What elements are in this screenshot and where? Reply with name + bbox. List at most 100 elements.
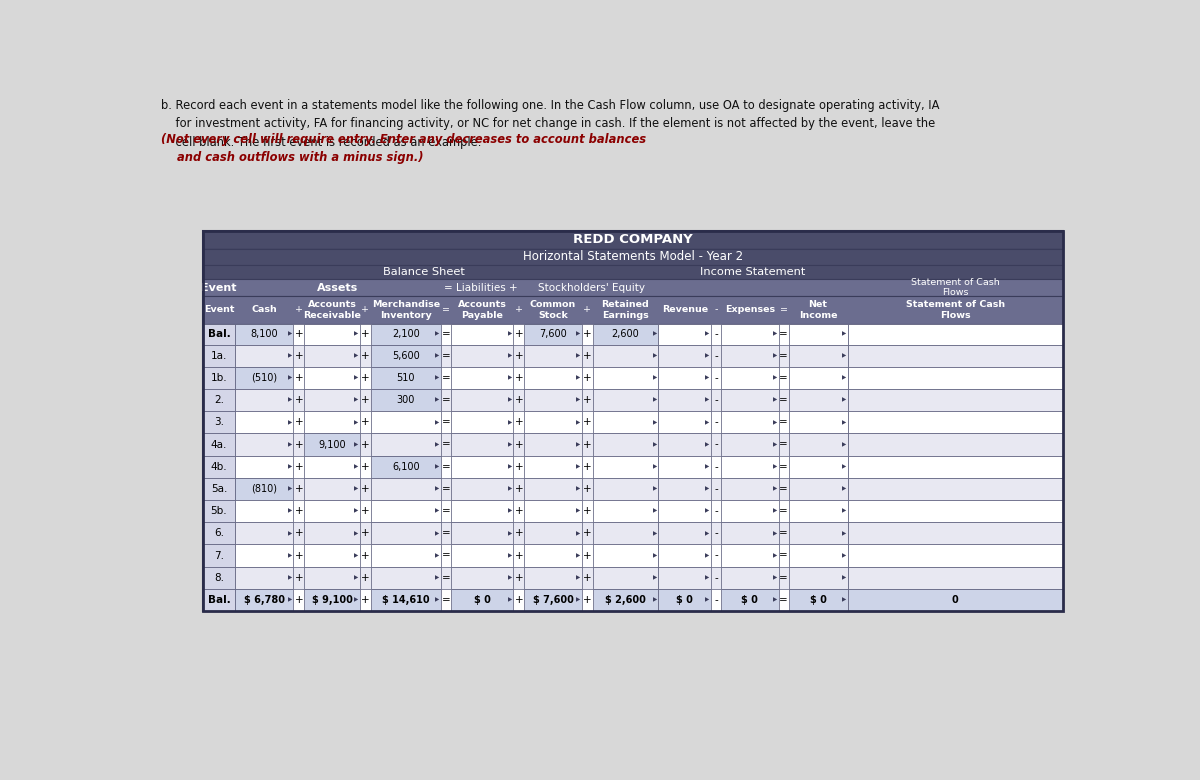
Text: =: = (442, 506, 450, 516)
Text: ▶: ▶ (576, 509, 580, 514)
Text: ▶: ▶ (288, 487, 292, 491)
Bar (788, 544, 847, 566)
Text: ▶: ▶ (706, 398, 709, 402)
Bar (582, 434, 593, 456)
Bar (779, 434, 788, 456)
Text: -: - (714, 329, 718, 339)
Bar (203, 544, 235, 566)
Bar (514, 523, 524, 544)
Bar (440, 544, 451, 566)
Bar (712, 411, 721, 434)
Text: ▶: ▶ (841, 531, 846, 536)
Text: ▶: ▶ (288, 509, 292, 514)
Bar (524, 523, 582, 544)
Text: ▶: ▶ (354, 531, 359, 536)
Text: ▶: ▶ (576, 353, 580, 358)
Bar (451, 434, 514, 456)
Text: +: + (515, 417, 523, 427)
Text: +: + (361, 351, 370, 360)
Text: ▶: ▶ (841, 442, 846, 447)
Text: +: + (515, 528, 523, 538)
Bar (514, 544, 524, 566)
Text: ▶: ▶ (773, 464, 776, 470)
Bar (203, 231, 1063, 611)
Bar (203, 456, 235, 478)
Bar (293, 434, 305, 456)
Bar (235, 324, 293, 345)
Bar (582, 456, 593, 478)
Bar (847, 456, 1063, 478)
Text: Event: Event (204, 306, 234, 314)
Bar (721, 324, 779, 345)
Bar (847, 411, 1063, 434)
Text: ▶: ▶ (706, 487, 709, 491)
Bar (203, 345, 235, 367)
Text: ▶: ▶ (841, 553, 846, 558)
Bar (712, 589, 721, 611)
Text: 5,600: 5,600 (392, 351, 420, 360)
Bar (514, 324, 524, 345)
Text: ▶: ▶ (841, 398, 846, 402)
Text: +: + (294, 595, 304, 605)
Text: $ 0: $ 0 (677, 595, 694, 605)
Text: Bal.: Bal. (208, 595, 230, 605)
Bar (305, 544, 360, 566)
Text: 7,600: 7,600 (539, 329, 566, 339)
Text: -: - (714, 506, 718, 516)
Text: ▶: ▶ (288, 353, 292, 358)
Text: ▶: ▶ (354, 487, 359, 491)
Bar (721, 544, 779, 566)
Text: 300: 300 (396, 395, 415, 405)
Bar (305, 389, 360, 411)
Text: ▶: ▶ (653, 420, 656, 425)
Text: ▶: ▶ (576, 553, 580, 558)
Text: ▶: ▶ (288, 531, 292, 536)
Bar (659, 367, 712, 389)
Text: ▶: ▶ (706, 353, 709, 358)
Bar (659, 411, 712, 434)
Bar (293, 500, 305, 523)
Text: ▶: ▶ (288, 575, 292, 580)
Bar (305, 566, 360, 589)
Text: ▶: ▶ (773, 553, 776, 558)
Text: Statement of Cash
Flows: Statement of Cash Flows (906, 300, 1004, 320)
Text: $ 2,600: $ 2,600 (605, 595, 646, 605)
Bar (582, 324, 593, 345)
Text: ▶: ▶ (288, 398, 292, 402)
Bar (293, 411, 305, 434)
Text: =: = (442, 484, 450, 494)
Bar (514, 411, 524, 434)
Bar (235, 456, 293, 478)
Bar (721, 389, 779, 411)
Text: ▶: ▶ (773, 531, 776, 536)
Bar (721, 523, 779, 544)
Text: +: + (583, 351, 592, 360)
Text: ▶: ▶ (653, 442, 656, 447)
Text: = Liabilities +: = Liabilities + (444, 282, 517, 292)
Bar (371, 589, 440, 611)
Bar (593, 456, 659, 478)
Text: ▶: ▶ (841, 597, 846, 602)
Bar (451, 456, 514, 478)
Bar (360, 367, 371, 389)
Text: ▶: ▶ (773, 575, 776, 580)
Text: +: + (295, 306, 302, 314)
Bar (779, 389, 788, 411)
Text: ▶: ▶ (434, 487, 439, 491)
Text: ▶: ▶ (706, 420, 709, 425)
Text: 5a.: 5a. (211, 484, 227, 494)
Text: +: + (515, 551, 523, 561)
Text: +: + (583, 595, 592, 605)
Text: =: = (779, 506, 788, 516)
Bar (514, 500, 524, 523)
Bar (524, 389, 582, 411)
Bar (451, 367, 514, 389)
Bar (305, 589, 360, 611)
Bar (779, 345, 788, 367)
Text: ▶: ▶ (434, 553, 439, 558)
Bar (659, 434, 712, 456)
Bar (235, 523, 293, 544)
Bar (779, 544, 788, 566)
Bar (847, 367, 1063, 389)
Text: ▶: ▶ (576, 464, 580, 470)
